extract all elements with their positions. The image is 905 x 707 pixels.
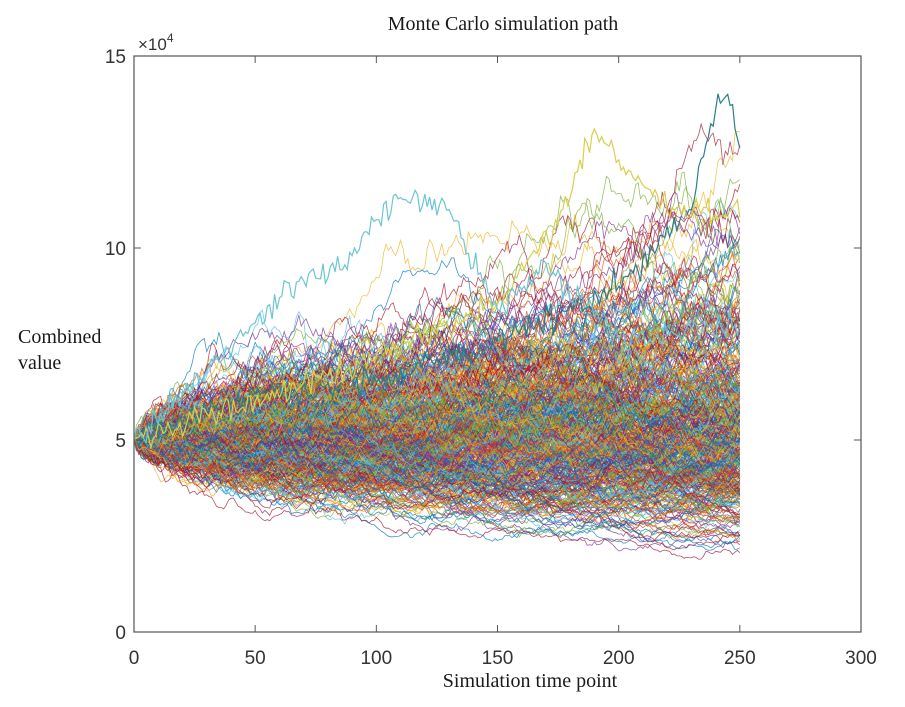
y-multiplier: ×104 (138, 31, 174, 54)
peak-teal-path (133, 93, 741, 449)
simulation-path (133, 205, 741, 449)
x-tick-label: 100 (360, 648, 392, 669)
simulation-path (133, 302, 741, 447)
simulation-path (133, 405, 741, 480)
y-tick-label: 5 (115, 431, 126, 452)
simulation-path (133, 411, 741, 494)
cyan-path (133, 189, 741, 445)
simulation-path (133, 405, 741, 486)
x-tick-label: 250 (724, 648, 756, 669)
y-tick-label: 10 (105, 239, 126, 260)
simulation-path (133, 365, 741, 450)
simulation-path (133, 268, 741, 473)
simulation-path (133, 437, 741, 535)
simulation-path (133, 372, 740, 467)
y-axis-label: Combined value (18, 326, 106, 374)
simulation-path (133, 437, 740, 517)
simulation-path (133, 439, 741, 501)
simulation-path (133, 432, 741, 549)
y-multiplier-exponent: 4 (167, 31, 174, 45)
simulation-path (133, 439, 740, 526)
simulation-path (133, 386, 741, 459)
simulation-path (133, 424, 741, 472)
simulation-path (133, 348, 741, 444)
y-axis-label-line1: Combined (18, 326, 101, 348)
simulation-path (133, 349, 741, 466)
y-multiplier-base: ×10 (138, 35, 167, 54)
x-axis-label: Simulation time point (443, 670, 618, 692)
simulation-path (133, 266, 741, 452)
simulation-path (133, 367, 741, 468)
simulation-path (133, 407, 740, 462)
y-tick-label: 15 (105, 47, 126, 68)
tick-labels: 0 50 100 150 200 250 300 0 5 10 15 (105, 47, 877, 669)
x-tick-label: 50 (245, 648, 266, 669)
simulation-path (133, 430, 741, 551)
simulation-path (134, 327, 741, 441)
axis-ticks (133, 55, 862, 633)
chart-title: Monte Carlo simulation path (388, 13, 619, 35)
yellow-path (133, 127, 741, 450)
simulation-path (133, 421, 740, 496)
simulation-path (133, 344, 741, 445)
simulation-path (133, 185, 741, 448)
y-axis-label-line2: value (18, 352, 61, 374)
simulation-paths (133, 93, 741, 560)
simulation-path (133, 391, 741, 503)
simulation-path (133, 406, 741, 497)
x-tick-label: 150 (482, 648, 514, 669)
simulation-path (133, 324, 740, 441)
simulation-path (133, 360, 741, 472)
x-tick-label: 300 (845, 648, 877, 669)
simulation-path (133, 429, 741, 490)
simulation-path (133, 347, 740, 450)
simulation-path (133, 436, 741, 560)
x-tick-label: 0 (129, 648, 140, 669)
y-tick-label: 0 (115, 623, 126, 644)
simulation-path (133, 423, 741, 537)
x-tick-label: 200 (603, 648, 635, 669)
simulation-path (133, 333, 741, 456)
simulation-path (133, 439, 740, 497)
simulation-path (133, 376, 741, 455)
simulation-path (133, 420, 740, 529)
simulation-path (133, 296, 741, 462)
